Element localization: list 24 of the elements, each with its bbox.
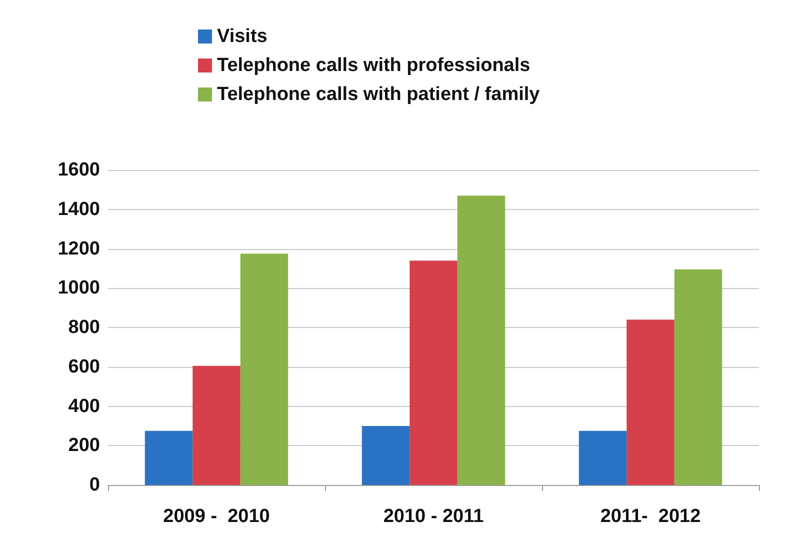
y-tick-label: 1400 [58,198,100,220]
y-tick-label: 1600 [58,160,100,180]
y-tick-label: 200 [68,435,100,456]
bar [362,426,410,485]
y-tick-label: 600 [68,356,100,378]
bar [192,366,240,485]
bar [457,196,506,485]
y-tick-label: 0 [89,474,100,496]
legend-label: Telephone calls with patient / family [217,84,540,105]
x-tick-label: 2010 - 2011 [383,506,484,527]
x-tick-label: 2009 - 2010 [163,506,270,527]
y-tick-label: 800 [68,317,100,338]
x-tick-label: 2011- 2012 [600,506,701,527]
bar [410,260,458,485]
y-tick-label: 1200 [58,238,100,260]
bar [626,320,674,485]
bar [674,269,722,485]
bar [578,430,627,485]
bar [240,254,288,485]
y-tick-label: 1000 [58,278,100,299]
bar [144,430,193,485]
legend-label: Visits [217,26,268,47]
legend-label: Telephone calls with professionals [217,55,530,76]
y-tick-label: 400 [68,396,100,417]
